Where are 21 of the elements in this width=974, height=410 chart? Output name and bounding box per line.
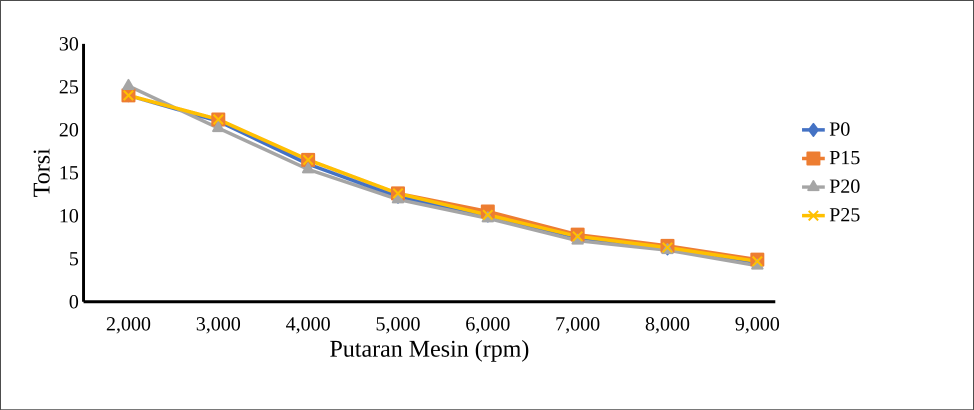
y-tick-label: 20 [60, 122, 78, 136]
legend-label: P15 [830, 150, 860, 164]
x-tick-label: 7,000 [556, 317, 600, 334]
x-tick-label: 6,000 [466, 317, 510, 334]
y-axis-title: Torsi [34, 148, 50, 197]
x-tick-label: 4,000 [286, 317, 330, 334]
y-tick-label: 25 [60, 80, 78, 94]
x-axis-title: Putaran Mesin (rpm) [330, 340, 528, 362]
y-tick-label: 5 [70, 252, 78, 266]
y-tick-label: 30 [60, 36, 78, 50]
legend-label: P0 [830, 122, 850, 136]
x-tick-label: 8,000 [646, 317, 690, 334]
y-tick-label: 0 [70, 294, 78, 308]
x-tick-label: 5,000 [376, 317, 420, 334]
legend-label: P25 [830, 208, 860, 222]
x-tick-label: 9,000 [735, 317, 780, 334]
y-tick-label: 15 [60, 166, 78, 180]
legend-label: P20 [830, 179, 860, 193]
x-tick-label: 3,000 [196, 317, 240, 334]
y-tick-label: 10 [60, 208, 78, 222]
x-tick-label: 2,000 [106, 317, 150, 334]
